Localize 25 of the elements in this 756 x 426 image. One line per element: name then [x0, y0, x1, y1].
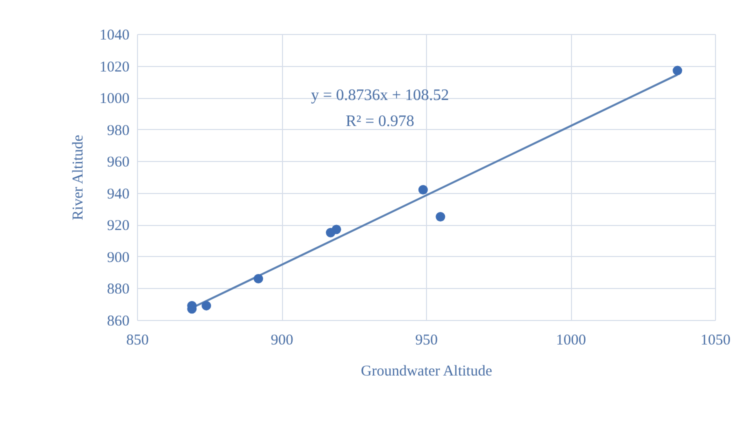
y-tick-label: 860: [107, 314, 130, 330]
x-tick-label: 950: [415, 332, 438, 348]
x-axis-title: Groundwater Altitude: [360, 364, 492, 380]
annotation: y = 0.8736x + 108.52: [310, 87, 450, 104]
y-tick-label: 1000: [100, 91, 130, 108]
y-tick-label: 1040: [100, 28, 130, 44]
annotation: R² = 0.978: [346, 113, 414, 130]
point: [202, 300, 212, 310]
point: [672, 66, 682, 76]
y-tick-label: 1020: [100, 59, 130, 76]
x-tick-label: 900: [270, 332, 294, 348]
y-tick-label: 980: [107, 122, 130, 139]
x-tick-label: 1000: [556, 332, 586, 348]
y-tick-label: 920: [107, 218, 130, 234]
point: [418, 184, 428, 194]
x-tick-label: 1050: [700, 332, 730, 348]
point: [332, 224, 342, 234]
y-axis-title: River Altitude: [70, 134, 86, 220]
point: [436, 212, 446, 222]
point: [254, 274, 264, 284]
y-tick-label: 880: [107, 282, 130, 298]
y-tick-label: 900: [107, 250, 130, 266]
x-tick-label: 850: [126, 332, 149, 348]
y-tick-label: 960: [107, 154, 130, 171]
y-tick-label: 940: [107, 186, 130, 202]
